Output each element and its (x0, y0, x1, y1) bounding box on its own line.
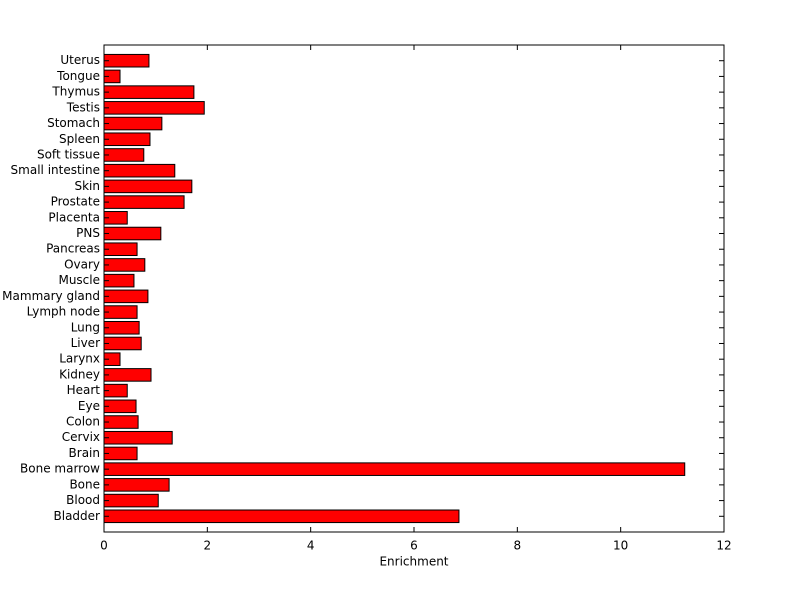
y-tick-label: Thymus (51, 85, 100, 99)
y-tick-label: Ovary (64, 257, 100, 271)
bar (103, 148, 145, 162)
y-tick-label: Colon (66, 415, 100, 429)
x-tick-label: 8 (514, 539, 522, 553)
y-tick-label: Mammary gland (2, 289, 100, 303)
y-tick-label: Muscle (58, 273, 100, 287)
x-axis-label: Enrichment (379, 555, 448, 569)
bar (103, 336, 142, 351)
y-tick-label: Lymph node (27, 305, 100, 319)
bar (103, 226, 162, 241)
y-tick-label: Kidney (59, 367, 100, 381)
y-tick-label: Eye (78, 399, 100, 413)
y-tick-label: Pancreas (46, 242, 100, 256)
y-tick-label: Small intestine (11, 163, 100, 177)
y-tick-label: Bone marrow (20, 462, 100, 476)
y-tick-label: Soft tissue (37, 147, 100, 161)
y-tick-label: Placenta (48, 210, 100, 224)
bar (103, 415, 139, 429)
y-tick-label: Tongue (56, 69, 100, 83)
bar (103, 368, 152, 382)
bar (103, 493, 159, 508)
x-tick-label: 12 (716, 539, 731, 553)
bar (103, 289, 149, 304)
bar (103, 430, 173, 445)
bar (103, 101, 205, 115)
bar (103, 509, 460, 524)
y-tick-label: Spleen (59, 132, 100, 146)
y-tick-label: PNS (76, 226, 100, 240)
bar (103, 163, 176, 178)
bar (103, 320, 140, 335)
y-tick-label: Stomach (47, 116, 100, 130)
bar (103, 53, 150, 68)
bar (103, 258, 146, 272)
x-tick-label: 4 (307, 539, 315, 553)
y-tick-label: Prostate (51, 195, 100, 209)
y-tick-label: Brain (69, 446, 100, 460)
y-tick-label: Skin (74, 179, 100, 193)
bar (103, 132, 151, 147)
y-tick-label: Larynx (59, 352, 100, 366)
bar (103, 195, 185, 209)
x-tick-label: 2 (204, 539, 212, 553)
y-tick-label: Lung (71, 320, 100, 334)
y-tick-label: Heart (67, 383, 101, 397)
bar (103, 116, 163, 131)
bar (103, 462, 686, 476)
y-tick-label: Bladder (54, 509, 101, 523)
x-tick-label: 6 (410, 539, 418, 553)
x-tick-label: 0 (100, 539, 108, 553)
y-tick-label: Cervix (62, 430, 100, 444)
y-tick-label: Testis (66, 100, 100, 114)
bar (103, 179, 193, 194)
x-tick-label: 10 (613, 539, 628, 553)
bar (103, 85, 195, 99)
y-tick-label: Uterus (60, 53, 100, 67)
y-tick-label: Blood (66, 493, 100, 507)
y-tick-label: Bone (69, 477, 100, 491)
bar (103, 478, 170, 492)
y-tick-label: Liver (71, 336, 101, 350)
